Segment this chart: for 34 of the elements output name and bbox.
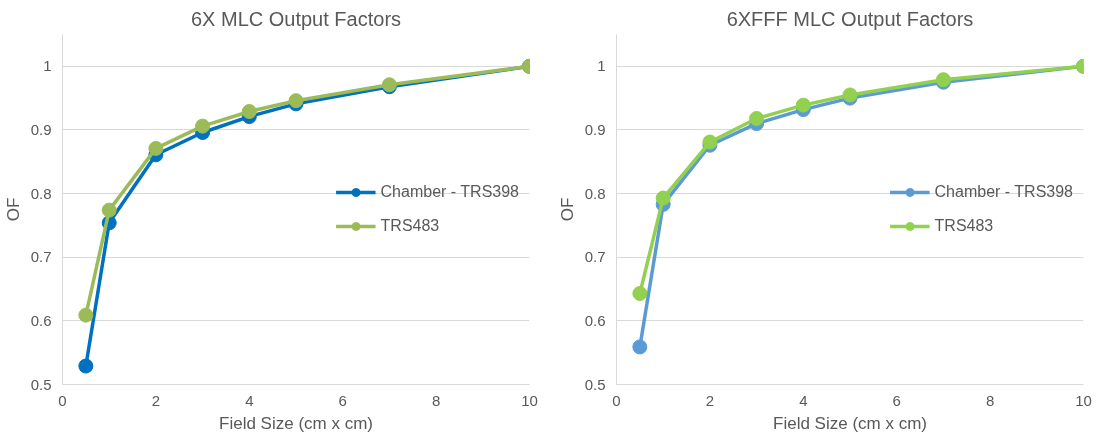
x-axis-title: Field Size (cm x cm) <box>773 413 927 433</box>
x-tick-label: 6 <box>338 391 347 409</box>
x-tick-label: 10 <box>521 391 538 409</box>
y-tick-label: 0.7 <box>584 248 606 266</box>
y-tick-label: 0.7 <box>30 248 52 266</box>
x-axis-title: Field Size (cm x cm) <box>219 413 373 433</box>
y-tick-label: 0.8 <box>30 184 52 202</box>
y-tick-label: 0.9 <box>584 120 606 138</box>
x-tick-label: 8 <box>431 391 441 409</box>
x-tick-label: 4 <box>799 391 808 409</box>
legend-label: TRS483 <box>380 217 440 235</box>
y-tick-label: 0.6 <box>584 311 606 329</box>
y-axis-title: OF <box>557 197 577 222</box>
y-tick-label: 0.9 <box>30 120 52 138</box>
x-tick-label: 8 <box>985 391 995 409</box>
y-tick-label: 0.6 <box>30 311 52 329</box>
chart-title: 6XFFF MLC Output Factors <box>726 7 974 30</box>
legend-label: TRS483 <box>934 217 994 235</box>
y-tick-label: 0.5 <box>584 375 606 393</box>
legend-label: Chamber - TRS398 <box>380 183 519 201</box>
x-tick-label: 0 <box>58 391 67 409</box>
x-tick-label: 6 <box>892 391 901 409</box>
y-tick-label: 0.5 <box>30 375 52 393</box>
chart-title: 6X MLC Output Factors <box>190 7 402 30</box>
y-axis-title: OF <box>3 197 23 222</box>
y-tick-label: 0.8 <box>584 184 606 202</box>
x-tick-label: 4 <box>245 391 254 409</box>
x-tick-label: 0 <box>612 391 621 409</box>
y-tick-label: 1 <box>43 57 52 75</box>
x-tick-label: 10 <box>1075 391 1092 409</box>
x-tick-label: 2 <box>705 391 715 409</box>
x-tick-label: 2 <box>151 391 161 409</box>
y-tick-label: 1 <box>597 57 606 75</box>
legend-label: Chamber - TRS398 <box>934 183 1073 201</box>
